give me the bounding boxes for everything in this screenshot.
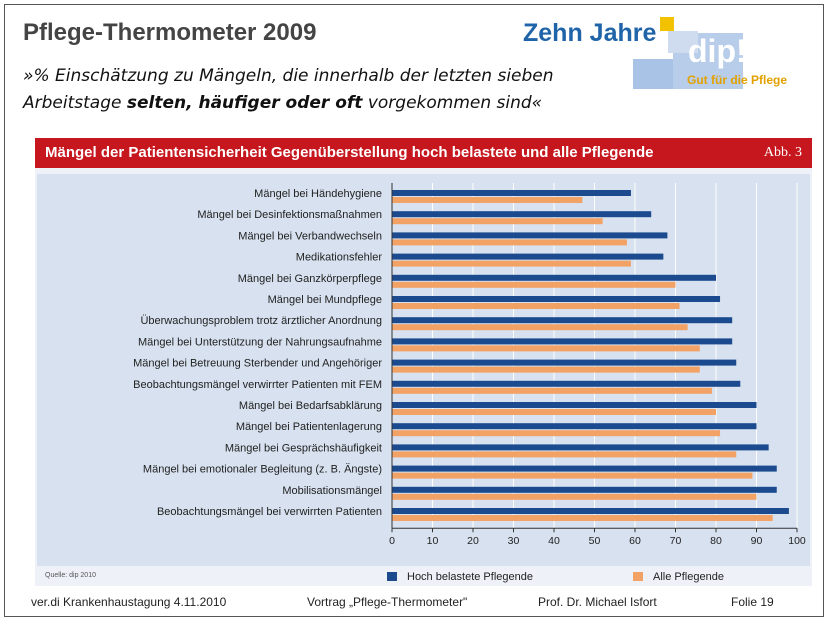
bar-series2: [392, 324, 688, 331]
category-label: Mängel bei Desinfektionsmaßnahmen: [197, 209, 382, 221]
bar-series1: [392, 486, 777, 493]
bar-series1: [392, 317, 733, 324]
bar-series1: [392, 423, 757, 430]
dip-logo: Zehn Jahre dip! Gut für die Pflege: [523, 15, 803, 95]
category-label: Mängel bei Unterstützung der Nahrungsauf…: [138, 336, 382, 348]
logo-square: [633, 59, 673, 89]
bar-series2: [392, 345, 700, 352]
footer-event: ver.di Krankenhaustagung 4.11.2010: [31, 595, 227, 609]
bar-series1: [392, 359, 737, 366]
category-label: Mängel bei Verbandwechseln: [238, 230, 382, 242]
x-tick-label: 80: [710, 535, 722, 547]
bar-series1: [392, 253, 664, 260]
bar-series2: [392, 197, 583, 203]
x-tick-label: 10: [427, 535, 439, 547]
x-tick-label: 30: [508, 535, 520, 547]
bar-series1: [392, 465, 777, 472]
legend-swatch: [387, 572, 397, 582]
bar-series1: [392, 296, 721, 302]
footer-author: Prof. Dr. Michael Isfort: [538, 595, 657, 609]
footer-talk: Vortrag „Pflege-Thermometer": [307, 595, 468, 609]
bar-series1: [392, 380, 741, 387]
footer-page: Folie 19: [731, 595, 774, 609]
bar-series2: [392, 515, 773, 521]
bar-series1: [392, 211, 652, 218]
bar-series1: [392, 274, 716, 281]
x-tick-label: 50: [589, 535, 601, 547]
bar-series2: [392, 451, 737, 458]
legend-label: Alle Pflegende: [653, 570, 724, 583]
x-tick-label: 90: [751, 535, 763, 547]
bar-series2: [392, 218, 603, 225]
bar-chart: Mängel bei Händehygiene Mängel bei Desinf…: [133, 183, 806, 547]
category-label: Beobachtungsmängel bei verwirrten Patien…: [157, 506, 382, 518]
bar-series2: [392, 430, 721, 437]
category-label: Mängel bei Betreuung Sterbender und Ange…: [133, 358, 382, 370]
subtitle-text-2: vorgekommen sind«: [362, 93, 543, 113]
legend-label: Hoch belastete Pflegende: [407, 570, 533, 583]
category-label: Mängel bei emotionaler Begleitung (z. B.…: [143, 464, 382, 476]
category-label: Mobilisationsmängel: [282, 485, 382, 497]
logo-anniversary-text: Zehn Jahre: [523, 19, 657, 47]
bar-series2: [392, 493, 757, 500]
legend-item-series1: Hoch belastete Pflegende: [387, 568, 533, 583]
bar-series2: [392, 409, 716, 415]
x-tick-label: 70: [670, 535, 682, 547]
bar-series2: [392, 303, 680, 309]
logo-square: [668, 31, 698, 53]
bar-series2: [392, 472, 753, 479]
category-label: Mängel bei Bedarfsabklärung: [239, 400, 382, 412]
bar-series2: [392, 239, 627, 246]
bar-series1: [392, 444, 769, 451]
bar-series1: [392, 338, 733, 345]
subtitle-bold-text: selten, häufiger oder oft: [126, 93, 363, 113]
category-label: Beobachtungsmängel verwirrter Patienten …: [133, 379, 382, 391]
chart-source: Quelle: dip 2010: [45, 572, 96, 579]
figure-label: Abb. 3: [763, 145, 802, 160]
x-tick-label: 0: [389, 535, 395, 547]
slide-title: Pflege-Thermometer 2009: [23, 19, 317, 46]
x-tick-label: 60: [629, 535, 641, 547]
logo-tagline: Gut für die Pflege: [687, 73, 788, 87]
bar-series1: [392, 232, 668, 239]
bar-series1: [392, 508, 789, 514]
x-tick-label: 20: [467, 535, 479, 547]
bar-series2: [392, 260, 631, 267]
bar-series2: [392, 387, 712, 394]
logo-square: [660, 17, 674, 31]
logo-brand: dip!: [688, 33, 747, 69]
category-label: Mängel bei Patientenlagerung: [236, 421, 382, 433]
bar-series2: [392, 281, 676, 288]
legend-item-series2: Alle Pflegende: [633, 568, 724, 583]
slide-frame: Pflege-Thermometer 2009 »% Einschätzung …: [4, 4, 824, 617]
bar-series1: [392, 402, 757, 408]
chart-title: Mängel der Patientensicherheit Gegenüber…: [45, 144, 654, 161]
category-label: Mängel bei Ganzkörperpflege: [238, 273, 382, 285]
category-label: Medikationsfehler: [296, 252, 383, 264]
chart-header: Mängel der Patientensicherheit Gegenüber…: [35, 138, 812, 168]
category-label: Überwachungsproblem trotz ärztlicher Ano…: [140, 315, 382, 327]
legend-swatch: [633, 572, 643, 582]
chart-panel: Mängel der Patientensicherheit Gegenüber…: [35, 138, 812, 586]
bar-series2: [392, 366, 700, 373]
category-label: Mängel bei Mundpflege: [268, 294, 382, 306]
subtitle-text-1: »% Einschätzung zu Mängeln, die innerhal…: [23, 66, 554, 113]
category-label: Mängel bei Händehygiene: [254, 188, 382, 200]
plot-area: Mängel bei Händehygiene Mängel bei Desinf…: [37, 174, 810, 566]
x-tick-label: 40: [548, 535, 560, 547]
bar-series1: [392, 190, 631, 196]
x-tick-label: 100: [788, 535, 806, 547]
slide-subtitle: »% Einschätzung zu Mängeln, die innerhal…: [23, 63, 623, 117]
category-label: Mängel bei Gesprächshäufigkeit: [225, 442, 382, 454]
